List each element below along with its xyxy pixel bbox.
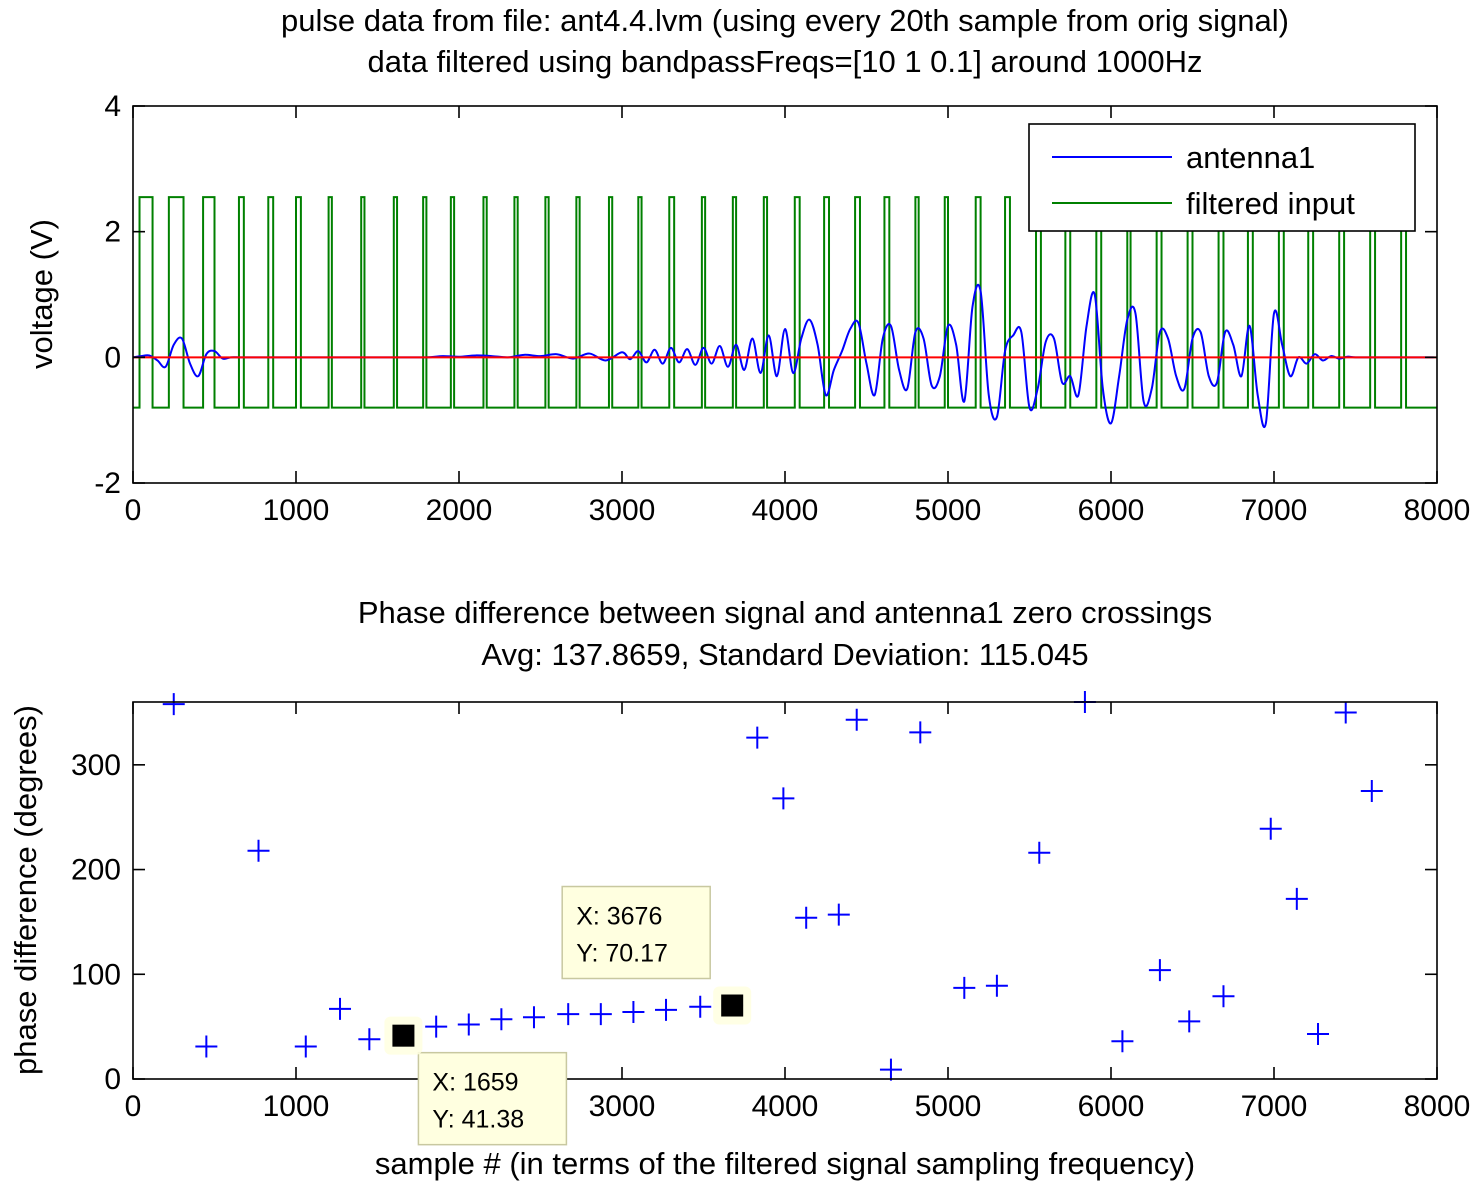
phase-point — [655, 998, 678, 1021]
phase-x-tick-label: 3000 — [589, 1090, 656, 1123]
voltage-y-tick-label: 2 — [104, 216, 121, 249]
phase-y-tick-label: 300 — [71, 749, 121, 782]
voltage-x-tick-label: 4000 — [752, 494, 819, 527]
voltage-x-tick-labels: 0 1000 2000 3000 4000 5000 6000 7000 8000 — [125, 494, 1471, 527]
phase-point — [195, 1035, 218, 1058]
voltage-legend[interactable]: antenna1 filtered input — [1028, 123, 1416, 232]
phase-point — [162, 693, 185, 716]
voltage-y-axis-label: voltage (V) — [24, 219, 59, 369]
filtered-input-line — [133, 196, 1437, 409]
phase-point — [879, 1058, 902, 1081]
datatip-y-text: Y: 70.17 — [576, 940, 668, 968]
datatip-0: X: 1659 Y: 41.38 — [384, 1016, 568, 1146]
phase-point — [1148, 959, 1171, 982]
voltage-series-group — [132, 196, 1437, 428]
datatip-marker — [392, 1024, 415, 1047]
voltage-x-tick-label: 8000 — [1404, 494, 1471, 527]
datatip-x-text: X: 3676 — [576, 903, 662, 931]
phase-x-tick-label: 8000 — [1404, 1090, 1471, 1123]
phase-point — [689, 995, 712, 1018]
phase-title-line-2: Avg: 137.8659, Standard Deviation: 115.0… — [481, 637, 1088, 672]
phase-x-axis-label: sample # (in terms of the filtered signa… — [375, 1146, 1195, 1181]
phase-panel: Phase difference between signal and ante… — [8, 595, 1470, 1181]
voltage-y-tick-label: -2 — [94, 467, 121, 500]
phase-point — [589, 1003, 612, 1026]
voltage-x-tick-label: 2000 — [426, 494, 493, 527]
phase-point — [457, 1013, 480, 1036]
phase-point — [557, 1003, 580, 1026]
voltage-x-tick-label: 6000 — [1078, 494, 1145, 527]
phase-y-tick-labels: 0 100 200 300 — [71, 749, 121, 1096]
voltage-x-tick-label: 7000 — [1241, 494, 1308, 527]
voltage-x-tick-label: 1000 — [263, 494, 330, 527]
phase-point — [746, 726, 769, 749]
voltage-y-tick-label: 0 — [104, 341, 121, 374]
phase-point — [909, 721, 932, 744]
phase-point — [985, 974, 1008, 997]
phase-y-tick-label: 0 — [104, 1063, 121, 1096]
phase-point — [358, 1028, 381, 1051]
voltage-title-line-1: pulse data from file: ant4.4.lvm (using … — [281, 3, 1289, 38]
phase-point — [1259, 817, 1282, 840]
phase-x-tick-label: 7000 — [1241, 1090, 1308, 1123]
phase-point — [1360, 780, 1383, 803]
phase-point — [1285, 887, 1308, 910]
phase-y-tick-label: 100 — [71, 958, 121, 991]
voltage-x-tick-label: 5000 — [915, 494, 982, 527]
phase-point — [294, 1035, 317, 1058]
phase-point — [329, 997, 352, 1020]
phase-point — [1212, 985, 1235, 1008]
phase-point — [1028, 841, 1051, 864]
phase-point — [622, 1000, 645, 1023]
datatip-y-text: Y: 41.38 — [432, 1106, 524, 1134]
phase-y-tick-label: 200 — [71, 854, 121, 887]
phase-point — [522, 1006, 545, 1029]
phase-point — [247, 839, 270, 862]
voltage-x-tick-label: 3000 — [589, 494, 656, 527]
phase-y-axis-label: phase difference (degrees) — [8, 705, 43, 1075]
phase-x-tick-label: 1000 — [263, 1090, 330, 1123]
phase-point — [1111, 1030, 1134, 1053]
phase-point — [795, 906, 818, 929]
voltage-panel: pulse data from file: ant4.4.lvm (using … — [24, 3, 1470, 527]
phase-point — [827, 903, 850, 926]
antenna1-line — [132, 284, 1434, 428]
phase-point — [953, 976, 976, 999]
datatip-box — [561, 885, 711, 980]
legend-antenna1-label: antenna1 — [1186, 140, 1315, 175]
phase-point — [425, 1015, 448, 1038]
phase-point — [1307, 1022, 1330, 1045]
phase-point — [845, 708, 868, 731]
phase-plot-area — [133, 702, 1437, 1079]
phase-point — [490, 1008, 513, 1031]
phase-x-tick-label: 4000 — [752, 1090, 819, 1123]
datatip-marker — [721, 994, 744, 1017]
datatip-1: X: 3676 Y: 70.17 — [561, 885, 752, 1025]
voltage-title-line-2: data filtered using bandpassFreqs=[10 1 … — [368, 44, 1203, 79]
phase-x-tick-label: 5000 — [915, 1090, 982, 1123]
legend-filtered-input-label: filtered input — [1186, 186, 1355, 221]
phase-point — [772, 787, 795, 810]
datatips-group: X: 1659 Y: 41.38 X: 3676 Y: 70.17 — [384, 885, 752, 1146]
voltage-ticks — [132, 105, 1438, 484]
voltage-y-tick-labels: -2 0 2 4 — [94, 90, 121, 500]
voltage-y-tick-label: 4 — [104, 90, 121, 123]
datatip-box — [417, 1051, 568, 1146]
phase-point — [1334, 701, 1357, 724]
phase-title-line-1: Phase difference between signal and ante… — [358, 595, 1212, 630]
phase-points-group — [162, 691, 1383, 1081]
voltage-x-tick-label: 0 — [125, 494, 142, 527]
phase-x-tick-label: 6000 — [1078, 1090, 1145, 1123]
legend-box — [1028, 123, 1416, 232]
datatip-x-text: X: 1659 — [432, 1069, 518, 1097]
phase-x-tick-label: 0 — [125, 1090, 142, 1123]
phase-point — [1178, 1010, 1201, 1033]
